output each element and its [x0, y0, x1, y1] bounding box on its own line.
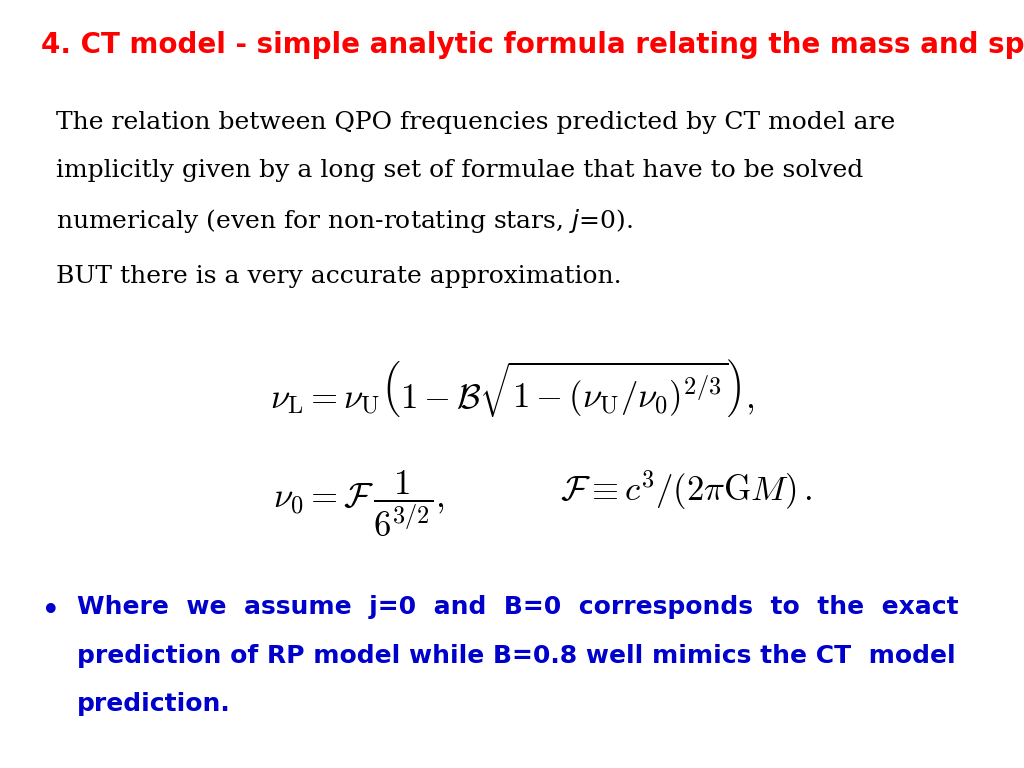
Text: prediction of RP model while B=0.8 well mimics the CT  model: prediction of RP model while B=0.8 well …	[77, 644, 955, 667]
Text: •: •	[41, 595, 60, 628]
Text: $\nu_0 = \mathcal{F}\,\dfrac{1}{6^{3/2}},$: $\nu_0 = \mathcal{F}\,\dfrac{1}{6^{3/2}}…	[272, 468, 444, 539]
Text: implicitly given by a long set of formulae that have to be solved: implicitly given by a long set of formul…	[56, 159, 863, 182]
Text: Where  we  assume  j=0  and  B=0  corresponds  to  the  exact: Where we assume j=0 and B=0 corresponds …	[77, 595, 958, 619]
Text: $\nu_{\mathrm{L}} = \nu_{\mathrm{U}}\left(1 - \mathcal{B}\sqrt{1 - (\nu_{\mathrm: $\nu_{\mathrm{L}} = \nu_{\mathrm{U}}\lef…	[269, 357, 755, 419]
Text: prediction.: prediction.	[77, 692, 230, 716]
Text: The relation between QPO frequencies predicted by CT model are: The relation between QPO frequencies pre…	[56, 111, 896, 134]
Text: 4. CT model - simple analytic formula relating the mass and spin: 4. CT model - simple analytic formula re…	[41, 31, 1024, 58]
Text: BUT there is a very accurate approximation.: BUT there is a very accurate approximati…	[56, 265, 622, 288]
Text: $\mathcal{F} \equiv c^3/(2\pi\mathrm{G}M)\,.$: $\mathcal{F} \equiv c^3/(2\pi\mathrm{G}M…	[560, 468, 812, 512]
Text: numericaly (even for non-rotating stars, $j$=0).: numericaly (even for non-rotating stars,…	[56, 207, 633, 234]
